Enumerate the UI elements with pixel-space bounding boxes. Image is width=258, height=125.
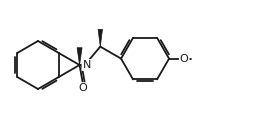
Polygon shape [98, 29, 102, 47]
Text: O: O [78, 83, 87, 93]
Text: O: O [180, 54, 189, 64]
Polygon shape [77, 48, 82, 65]
Text: N: N [83, 60, 91, 70]
